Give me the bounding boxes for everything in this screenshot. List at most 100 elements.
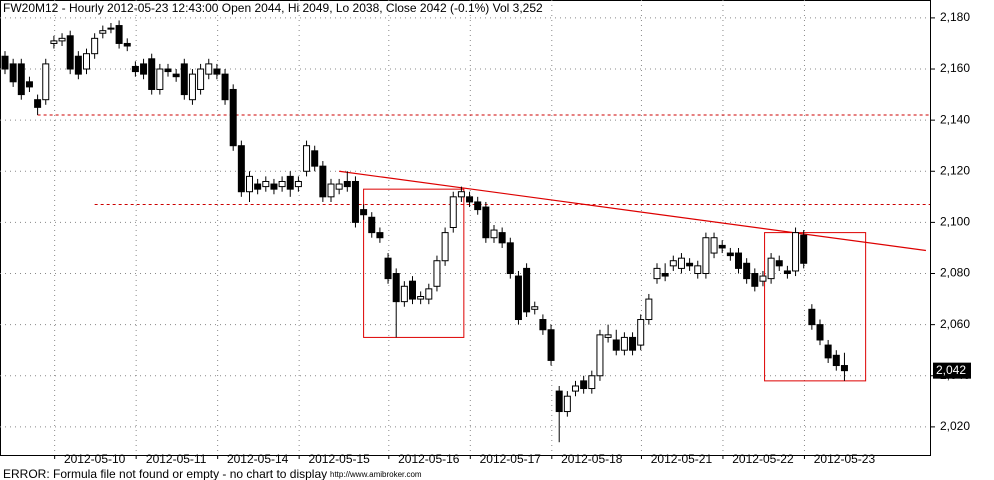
candle-body (17, 63, 25, 96)
candle-body (409, 280, 416, 300)
candle-body (335, 183, 343, 190)
candle-body (588, 375, 596, 390)
candle-body (653, 267, 661, 280)
candle-body (42, 63, 50, 101)
candle-body (840, 365, 848, 372)
x-tick-label: 2012-05-14 (227, 452, 289, 466)
candle-body (343, 180, 351, 188)
y-tick-label: 2,160 (940, 61, 970, 75)
candle-body (83, 53, 90, 70)
candle-body (278, 180, 286, 188)
candle-body (1, 55, 9, 70)
candle-body (677, 257, 685, 269)
x-tick-label: 2012-05-17 (480, 452, 542, 466)
candle-body (775, 260, 783, 267)
candle-body (661, 273, 669, 277)
candle-body (351, 180, 359, 223)
candle-body (612, 339, 620, 351)
y-tick-label: 2,020 (940, 419, 970, 433)
candle-body (115, 25, 123, 44)
candle-body (197, 68, 205, 90)
candle-body (498, 232, 506, 244)
x-tick-label: 2012-05-21 (651, 452, 713, 466)
candle-body (205, 63, 213, 75)
candle-body (547, 329, 555, 361)
candle-body (9, 63, 17, 83)
candle-body (270, 183, 278, 190)
candle-body (669, 260, 677, 267)
candle-body (457, 191, 465, 198)
candle-body (400, 285, 408, 303)
candle-body (229, 88, 237, 147)
candle-body (164, 68, 172, 73)
candle-body (319, 165, 327, 198)
candle-body (34, 99, 42, 108)
candle-body (686, 262, 694, 267)
error-message: ERROR: Formula file not found or empty -… (3, 467, 327, 480)
y-tick-label: 2,100 (940, 215, 970, 229)
candle-body (596, 334, 604, 377)
candle-body (637, 319, 645, 346)
candle-body (286, 175, 294, 190)
candle-body (490, 229, 498, 239)
plot-frame (0, 0, 931, 456)
candle-body (360, 209, 368, 216)
url: http://www.amibroker.com (330, 470, 422, 479)
candle-body (384, 257, 392, 280)
candle-body (50, 40, 58, 44)
x-tick-label: 2012-05-22 (732, 452, 794, 466)
candle-body (213, 68, 221, 75)
candle-body (645, 298, 653, 321)
x-tick-label: 2012-05-18 (561, 452, 623, 466)
candle-body (792, 232, 800, 272)
candle-body (449, 196, 457, 228)
x-tick-label: 2012-05-15 (308, 452, 370, 466)
candle-body (237, 145, 245, 193)
candle-body (107, 27, 115, 30)
candle-body (180, 63, 188, 96)
y-tick-label: 2,060 (940, 317, 970, 331)
candle-body (767, 257, 775, 280)
candle-body (735, 252, 742, 269)
candle-body (718, 244, 726, 249)
candle-body (433, 260, 441, 287)
y-tick-label: 2,080 (940, 266, 970, 280)
candle-body (466, 196, 474, 203)
candle-body (832, 354, 840, 367)
candle-body (99, 30, 107, 34)
candle-body (743, 262, 751, 280)
candle-body (816, 324, 824, 341)
candle-body (694, 265, 702, 275)
candle-body (808, 308, 816, 326)
highlight-box (363, 188, 465, 338)
y-tick-label: 2,180 (940, 10, 970, 24)
chart-title: FW20M12 - Hourly 2012-05-23 12:43:00 Ope… (3, 1, 543, 15)
candle-body (441, 232, 449, 262)
x-tick-label: 2012-05-11 (146, 452, 207, 466)
candle-body (327, 183, 335, 198)
candle-body (824, 344, 832, 359)
candle-body (555, 390, 563, 413)
candle-body (417, 296, 425, 300)
candle-body (172, 73, 180, 78)
candle-body (188, 73, 196, 101)
y-tick-label: 2,120 (940, 163, 970, 177)
candle-body (800, 234, 808, 264)
candle-body (474, 201, 482, 211)
y-tick-label: 2,140 (940, 112, 970, 126)
candle-body (91, 37, 99, 55)
candle-body (783, 270, 791, 275)
candle-body (123, 42, 131, 47)
candle-body (376, 232, 384, 239)
candle-body (531, 306, 539, 310)
trendline (339, 170, 927, 252)
candle-body (131, 65, 139, 73)
candle-body (514, 275, 522, 321)
candle-body (74, 55, 82, 75)
candle-body (311, 150, 319, 167)
candle-body (523, 267, 531, 313)
candle-body (425, 288, 433, 300)
candle-body (294, 180, 302, 188)
